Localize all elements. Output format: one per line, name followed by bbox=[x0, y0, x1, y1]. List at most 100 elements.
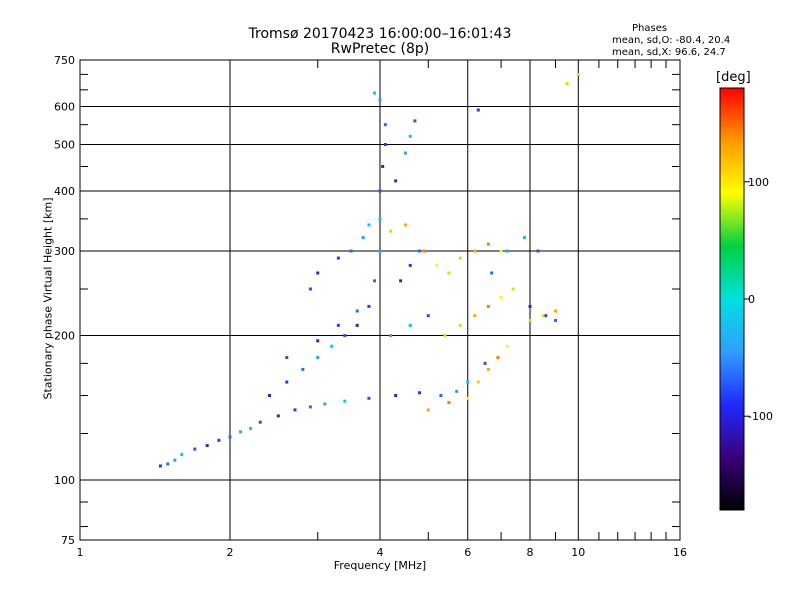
data-point bbox=[258, 420, 262, 424]
y-tick-label: 75 bbox=[61, 534, 75, 547]
data-point bbox=[349, 249, 353, 253]
stats-line-x: mean, sd,X: 96.6, 24.7 bbox=[612, 47, 726, 58]
data-point bbox=[399, 279, 403, 283]
stats-line-o: mean, sd,O: -80.4, 20.4 bbox=[612, 35, 731, 46]
data-point bbox=[217, 438, 221, 442]
data-point bbox=[301, 367, 305, 371]
data-point bbox=[403, 151, 407, 155]
chart-title: Tromsø 20170423 16:00:00–16:01:43 bbox=[248, 26, 512, 42]
y-tick-label: 500 bbox=[54, 139, 75, 152]
data-point bbox=[439, 394, 443, 398]
data-point bbox=[166, 462, 170, 466]
data-point bbox=[361, 236, 365, 240]
data-point bbox=[490, 271, 494, 275]
axis-ticks: 1 2 4 6 8 10 16 75 100 200 300 400 500 600 750 bbox=[54, 54, 687, 559]
data-point bbox=[447, 271, 451, 275]
data-point bbox=[383, 123, 387, 127]
data-point bbox=[383, 143, 387, 147]
data-point bbox=[367, 396, 371, 400]
data-point bbox=[505, 249, 509, 253]
data-point bbox=[394, 179, 398, 183]
data-point bbox=[483, 361, 487, 365]
data-point bbox=[173, 458, 177, 462]
data-point bbox=[408, 134, 412, 138]
y-tick-label: 400 bbox=[54, 185, 75, 198]
data-point bbox=[466, 380, 470, 384]
y-axis-label: Stationary phase Virtual Height [km] bbox=[41, 197, 55, 400]
colorbar-ticks: 100 0 -100 bbox=[744, 176, 773, 423]
data-point bbox=[336, 323, 340, 327]
data-point bbox=[293, 408, 297, 412]
data-point bbox=[276, 414, 280, 418]
data-point bbox=[511, 287, 515, 291]
x-tick-label: 6 bbox=[464, 546, 471, 559]
data-point bbox=[473, 314, 477, 318]
data-point bbox=[473, 249, 477, 253]
data-point bbox=[193, 447, 197, 451]
data-point bbox=[408, 263, 412, 267]
data-point bbox=[576, 72, 580, 76]
data-point bbox=[378, 217, 382, 221]
colorbar bbox=[719, 87, 745, 511]
colorbar-tick-label: 100 bbox=[748, 176, 769, 189]
x-tick-label: 8 bbox=[527, 546, 534, 559]
data-point bbox=[336, 256, 340, 260]
data-point bbox=[435, 263, 439, 267]
data-point bbox=[316, 355, 320, 359]
x-tick-label: 16 bbox=[673, 546, 687, 559]
data-point bbox=[158, 464, 162, 468]
data-point bbox=[486, 367, 490, 371]
data-point bbox=[205, 444, 209, 448]
data-point bbox=[373, 279, 377, 283]
data-point bbox=[553, 309, 557, 313]
data-point bbox=[330, 344, 334, 348]
data-point bbox=[180, 453, 184, 457]
colorbar-tick-label: -100 bbox=[748, 410, 773, 423]
data-point bbox=[565, 82, 569, 86]
data-point bbox=[499, 249, 503, 253]
data-point bbox=[496, 355, 500, 359]
data-point bbox=[426, 314, 430, 318]
y-tick-label: 300 bbox=[54, 245, 75, 258]
data-point bbox=[536, 249, 540, 253]
data-point bbox=[389, 229, 393, 233]
y-tick-label: 200 bbox=[54, 330, 75, 343]
data-point bbox=[323, 402, 327, 406]
chart-subtitle: RwPretec (8p) bbox=[330, 41, 430, 57]
data-point bbox=[408, 323, 412, 327]
data-point bbox=[505, 344, 509, 348]
x-tick-label: 1 bbox=[77, 546, 84, 559]
data-point bbox=[458, 323, 462, 327]
data-point bbox=[316, 271, 320, 275]
data-point bbox=[499, 296, 503, 300]
x-tick-label: 2 bbox=[227, 546, 234, 559]
data-point bbox=[417, 249, 421, 253]
data-point bbox=[378, 249, 382, 253]
colorbar-label: [deg] bbox=[716, 70, 751, 85]
x-tick-label: 4 bbox=[377, 546, 384, 559]
data-point bbox=[355, 323, 359, 327]
data-point bbox=[239, 430, 243, 434]
data-point bbox=[426, 408, 430, 412]
data-point bbox=[228, 435, 232, 439]
data-point bbox=[486, 304, 490, 308]
colorbar-tick-label: 0 bbox=[748, 293, 755, 306]
data-point bbox=[476, 380, 480, 384]
data-point bbox=[343, 334, 347, 338]
stats-header: Phases bbox=[632, 23, 668, 34]
data-point bbox=[367, 223, 371, 227]
data-point bbox=[417, 391, 421, 395]
data-point bbox=[378, 98, 382, 102]
data-point bbox=[422, 249, 426, 253]
data-point bbox=[285, 380, 289, 384]
y-tick-label: 600 bbox=[54, 101, 75, 114]
data-point bbox=[523, 236, 527, 240]
data-point bbox=[267, 394, 271, 398]
data-point bbox=[413, 119, 417, 123]
data-point bbox=[381, 164, 385, 168]
data-point bbox=[316, 339, 320, 343]
data-point bbox=[458, 256, 462, 260]
data-point bbox=[367, 304, 371, 308]
data-point bbox=[447, 401, 451, 405]
data-point bbox=[528, 318, 532, 322]
